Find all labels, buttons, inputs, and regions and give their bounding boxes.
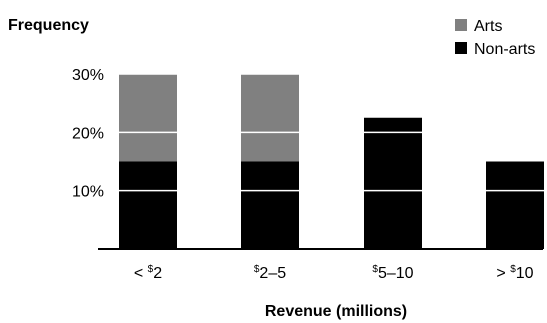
bar-non-arts-3 bbox=[364, 117, 422, 249]
bar-arts-2 bbox=[241, 74, 299, 162]
x-axis-label: Revenue (millions) bbox=[265, 303, 407, 320]
legend-swatch-non-arts bbox=[455, 42, 467, 54]
gridlines bbox=[119, 73, 544, 192]
x-tick-label: < $2 bbox=[134, 264, 162, 282]
x-axis-categories: < $2 $2–5 $5–10 > $10 bbox=[134, 264, 534, 282]
y-axis-label: Frequency bbox=[8, 17, 89, 34]
x-tick-label: $2–5 bbox=[254, 264, 286, 282]
legend-label-arts: Arts bbox=[474, 18, 502, 35]
x-tick-label: $5–10 bbox=[372, 264, 413, 282]
y-tick-label: 10% bbox=[72, 184, 104, 201]
y-tick-label: 20% bbox=[72, 125, 104, 142]
bar-non-arts-2 bbox=[241, 161, 299, 249]
legend: Arts Non-arts bbox=[455, 18, 535, 58]
bar-non-arts-4 bbox=[486, 161, 544, 249]
bar-non-arts-1 bbox=[119, 161, 177, 249]
y-axis-ticks: 10% 20% 30% bbox=[72, 67, 104, 201]
bar-arts-1 bbox=[119, 74, 177, 162]
x-tick-label: > $10 bbox=[496, 264, 533, 282]
legend-label-non-arts: Non-arts bbox=[474, 41, 535, 58]
legend-swatch-arts bbox=[455, 19, 467, 31]
bars bbox=[119, 74, 544, 249]
y-tick-label: 30% bbox=[72, 67, 104, 84]
